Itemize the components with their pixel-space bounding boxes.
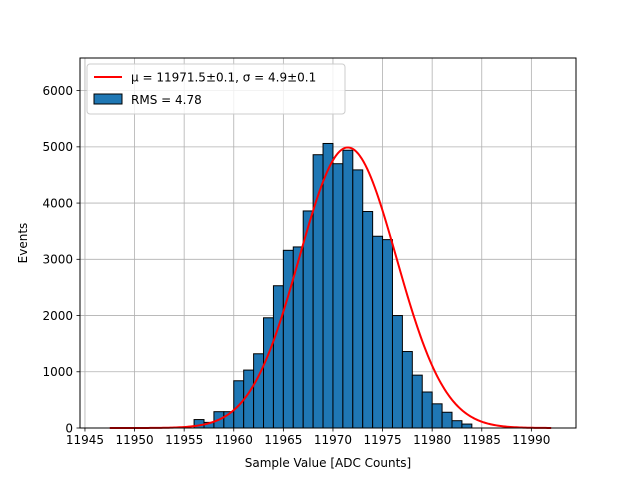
histogram-bar bbox=[401, 351, 413, 429]
gaussian-fit-curve bbox=[109, 146, 552, 429]
axis-ticks: 11945 11950 11955 11960 11965 11970 11975 11980… bbox=[42, 84, 550, 447]
histogram-bar bbox=[421, 391, 433, 429]
histogram-bar bbox=[332, 163, 344, 429]
y-tick-label: 6000 bbox=[42, 84, 73, 98]
y-tick-label: 2000 bbox=[42, 309, 73, 323]
y-tick-label: 3000 bbox=[42, 253, 73, 267]
x-axis-label: Sample Value [ADC Counts] bbox=[245, 456, 411, 470]
legend-histogram-label: RMS = 4.78 bbox=[131, 93, 202, 107]
histogram-bar bbox=[441, 411, 453, 429]
histogram-bar bbox=[461, 423, 473, 429]
y-axis-label: Events bbox=[16, 223, 30, 264]
histogram-bar bbox=[263, 317, 274, 429]
histogram-bar bbox=[372, 235, 384, 429]
x-tick-label: 11985 bbox=[463, 433, 501, 447]
y-tick-label: 4000 bbox=[42, 196, 73, 210]
histogram-bar bbox=[272, 285, 284, 429]
histogram-bar bbox=[411, 374, 423, 429]
histogram-bar bbox=[391, 315, 403, 429]
histogram-bars bbox=[193, 142, 473, 429]
legend-fit-label: μ = 11971.5±0.1, σ = 4.9±0.1 bbox=[131, 71, 316, 85]
histogram-bar bbox=[253, 353, 265, 429]
x-tick-label: 11975 bbox=[363, 433, 401, 447]
histogram-bar bbox=[362, 211, 374, 429]
histogram-bar bbox=[431, 403, 443, 429]
x-tick-label: 11980 bbox=[413, 433, 451, 447]
legend-histogram-swatch bbox=[93, 93, 123, 105]
plot-frame bbox=[79, 57, 577, 429]
x-tick-label: 11945 bbox=[66, 433, 104, 447]
histogram-bar bbox=[282, 249, 294, 429]
x-tick-label: 11955 bbox=[165, 433, 203, 447]
histogram-bar bbox=[352, 169, 364, 429]
histogram-bar bbox=[302, 210, 314, 429]
legend-box bbox=[86, 63, 346, 115]
y-tick-label: 0 bbox=[65, 421, 73, 435]
y-tick-label: 1000 bbox=[42, 365, 73, 379]
histogram-bar bbox=[342, 149, 354, 429]
x-tick-label: 11960 bbox=[215, 433, 253, 447]
histogram-bar bbox=[382, 239, 393, 429]
histogram-bar bbox=[451, 420, 463, 429]
legend: μ = 11971.5±0.1, σ = 4.9±0.1 RMS = 4.78 bbox=[86, 63, 346, 115]
x-tick-label: 11970 bbox=[314, 433, 352, 447]
x-tick-label: 11990 bbox=[512, 433, 550, 447]
x-tick-label: 11950 bbox=[115, 433, 153, 447]
y-tick-label: 5000 bbox=[42, 140, 73, 154]
histogram-bar bbox=[322, 142, 334, 429]
x-tick-label: 11965 bbox=[264, 433, 302, 447]
